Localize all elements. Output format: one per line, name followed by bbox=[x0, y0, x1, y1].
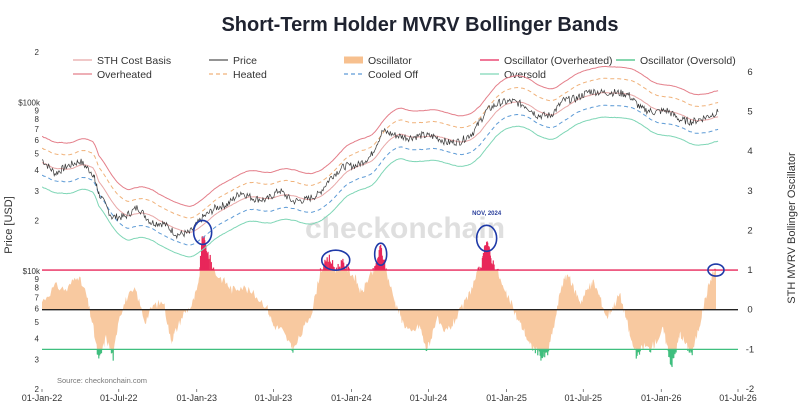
legend-item: Oversold bbox=[480, 69, 546, 81]
watermark: checkonchain bbox=[305, 212, 505, 245]
band-oversold bbox=[42, 116, 719, 258]
legend-label: STH Cost Basis bbox=[97, 55, 171, 67]
band-cooled-off bbox=[42, 104, 719, 246]
band-heated bbox=[42, 77, 719, 219]
legend-item: Oscillator bbox=[344, 55, 412, 67]
left-tick-label: 9 bbox=[35, 106, 40, 115]
legend-label: Overheated bbox=[97, 69, 152, 81]
highlight-circle bbox=[707, 263, 725, 277]
left-tick-label: 4 bbox=[35, 334, 40, 343]
legend-item: STH Cost Basis bbox=[73, 55, 171, 67]
legend-label: Heated bbox=[233, 69, 267, 81]
bands-layer bbox=[42, 65, 719, 258]
right-tick-label: -1 bbox=[746, 344, 754, 355]
oscillator-layer bbox=[42, 236, 716, 368]
x-axis: 01-Jan-22 01-Jul-22 01-Jan-23 01-Jul-23 01-J… bbox=[22, 389, 757, 403]
left-tick-label: 6 bbox=[35, 136, 40, 145]
y-axis-label-right: STH MVRV Bollinger Oscillator bbox=[786, 152, 798, 304]
legend: STH Cost Basis Price Oscillator Oscillator … bbox=[73, 55, 736, 81]
left-tick-label: 4 bbox=[35, 166, 40, 175]
right-tick-label: 5 bbox=[747, 106, 752, 117]
x-tick-label: 01-Jul-23 bbox=[255, 393, 293, 403]
reference-lines bbox=[42, 269, 738, 351]
left-tick-label: $10k bbox=[23, 267, 41, 276]
band-overheated bbox=[42, 65, 719, 207]
left-tick-label: 5 bbox=[35, 149, 40, 158]
annotation-layer: NOV, 2024 bbox=[192, 211, 725, 277]
right-tick-label: 2 bbox=[747, 225, 752, 236]
legend-item: Overheated bbox=[73, 69, 152, 81]
left-tick-label: 2 bbox=[35, 217, 40, 226]
right-tick-label: 1 bbox=[747, 265, 752, 276]
legend-item: Oscillator (Oversold) bbox=[616, 55, 736, 67]
right-tick-label: 6 bbox=[747, 67, 752, 78]
highlight-circle bbox=[373, 242, 388, 266]
legend-label: Oscillator (Overheated) bbox=[504, 55, 613, 67]
left-tick-label: 3 bbox=[35, 355, 40, 364]
legend-item: Heated bbox=[209, 69, 267, 81]
left-tick-label: 5 bbox=[35, 318, 40, 327]
left-tick-label: 2 bbox=[35, 385, 40, 394]
right-tick-label: 4 bbox=[747, 146, 752, 157]
x-tick-label: 01-Jul-22 bbox=[100, 393, 138, 403]
x-tick-label: 01-Jan-24 bbox=[331, 393, 372, 403]
highlight-circle bbox=[475, 224, 498, 253]
legend-label: Oscillator bbox=[368, 55, 412, 67]
legend-label: Oversold bbox=[504, 69, 546, 81]
left-tick-label: 6 bbox=[35, 305, 40, 314]
right-tick-label: 0 bbox=[747, 305, 752, 316]
x-tick-label: 01-Jul-24 bbox=[410, 393, 448, 403]
right-tick-label: -2 bbox=[746, 384, 754, 395]
x-tick-label: 01-Jul-26 bbox=[719, 393, 757, 403]
right-axis: -2 -1 0 1 2 3 4 5 6 bbox=[746, 67, 754, 395]
left-tick-label: 9 bbox=[35, 275, 40, 284]
x-tick-label: 01-Jan-23 bbox=[176, 393, 217, 403]
left-tick-label: 8 bbox=[35, 115, 40, 124]
price-layer bbox=[42, 88, 719, 240]
source-note: Source: checkonchain.com bbox=[57, 376, 147, 385]
left-tick-label: 7 bbox=[35, 293, 40, 302]
y-axis-label-left: Price [USD] bbox=[3, 196, 15, 253]
left-tick-label: 7 bbox=[35, 125, 40, 134]
left-tick-label: $100k bbox=[18, 99, 41, 108]
annotation-label: NOV, 2024 bbox=[472, 211, 502, 217]
x-tick-label: 01-Jul-25 bbox=[565, 393, 603, 403]
right-tick-label: 3 bbox=[747, 186, 752, 197]
legend-item: Oscillator (Overheated) bbox=[480, 55, 613, 67]
highlight-circle bbox=[320, 249, 351, 271]
chart-title: Short-Term Holder MVRV Bollinger Bands bbox=[221, 14, 618, 36]
x-tick-label: 01-Jan-26 bbox=[641, 393, 682, 403]
left-tick-label: 8 bbox=[35, 284, 40, 293]
x-tick-label: 01-Jan-22 bbox=[22, 393, 63, 403]
price-line bbox=[42, 88, 719, 240]
left-tick-label: 2 bbox=[35, 48, 40, 57]
legend-label: Price bbox=[233, 55, 257, 67]
x-tick-label: 01-Jan-25 bbox=[486, 393, 527, 403]
legend-item: Cooled Off bbox=[344, 69, 418, 81]
highlight-circle bbox=[192, 219, 213, 246]
legend-label: Oscillator (Oversold) bbox=[640, 55, 736, 67]
legend-item: Price bbox=[209, 55, 257, 67]
legend-label: Cooled Off bbox=[368, 69, 418, 81]
legend-swatch bbox=[344, 56, 363, 64]
left-tick-label: 3 bbox=[35, 187, 40, 196]
